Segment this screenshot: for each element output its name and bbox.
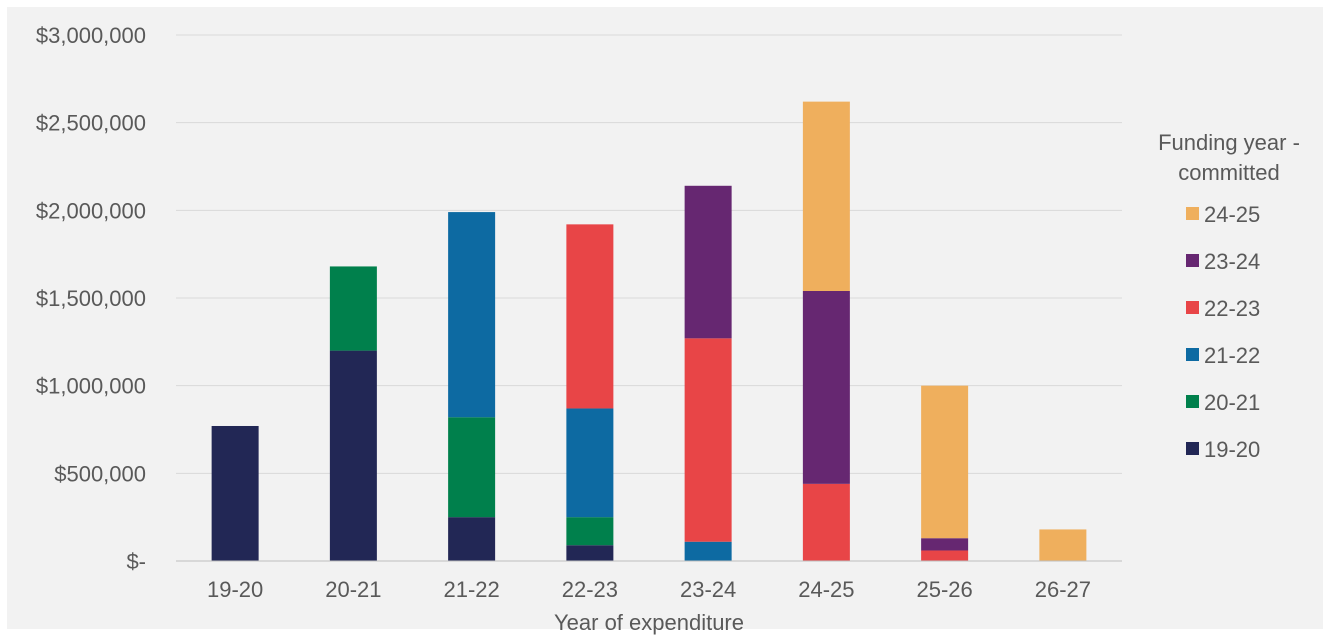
- bar-segment-21-22-in-22-23: [566, 408, 614, 518]
- legend-label-22-23: 22-23: [1204, 296, 1260, 321]
- bar-segment-19-20-in-19-20: [211, 425, 259, 561]
- chart-background: [7, 7, 1323, 629]
- legend-label-20-21: 20-21: [1204, 390, 1260, 415]
- bar-segment-22-23-in-23-24: [684, 338, 732, 542]
- y-tick-label: $3,000,000: [36, 23, 146, 48]
- bar-segment-22-23-in-24-25: [802, 483, 850, 561]
- legend-swatch-20-21: [1186, 395, 1199, 408]
- y-tick-label: $1,000,000: [36, 374, 146, 399]
- legend-swatch-19-20: [1186, 442, 1199, 455]
- x-tick-label: 21-22: [443, 577, 499, 602]
- bars: [211, 101, 1087, 561]
- x-tick-label: 24-25: [798, 577, 854, 602]
- legend-title-line-2: committed: [1178, 160, 1279, 185]
- bar-segment-22-23-in-25-26: [921, 550, 969, 561]
- legend-swatch-24-25: [1186, 207, 1199, 220]
- legend-swatch-22-23: [1186, 301, 1199, 314]
- bar-segment-24-25-in-25-26: [921, 385, 969, 539]
- bar-segment-23-24-in-25-26: [921, 538, 969, 551]
- x-tick-label: 22-23: [562, 577, 618, 602]
- bar-segment-24-25-in-26-27: [1039, 529, 1087, 561]
- bar-segment-21-22-in-23-24: [684, 541, 732, 561]
- bar-segment-23-24-in-24-25: [802, 290, 850, 484]
- legend-label-23-24: 23-24: [1204, 249, 1260, 274]
- legend: Funding year - committed 24-25 23-24 22-23…: [1158, 130, 1300, 462]
- bar-segment-23-24-in-23-24: [684, 185, 732, 339]
- legend-label-19-20: 19-20: [1204, 437, 1260, 462]
- x-tick-label: 19-20: [207, 577, 263, 602]
- x-axis-title: Year of expenditure: [554, 610, 744, 635]
- y-tick-label: $2,500,000: [36, 111, 146, 136]
- y-tick-label: $2,000,000: [36, 198, 146, 223]
- legend-swatch-21-22: [1186, 348, 1199, 361]
- legend-label-24-25: 24-25: [1204, 202, 1260, 227]
- bar-segment-24-25-in-24-25: [802, 101, 850, 291]
- y-axis-tick-labels: $- $500,000 $1,000,000 $1,500,000 $2,000,000…: [36, 23, 146, 574]
- bar-segment-20-21-in-21-22: [448, 417, 496, 518]
- legend-label-21-22: 21-22: [1204, 343, 1260, 368]
- bar-segment-19-20-in-21-22: [448, 517, 496, 561]
- bar-segment-22-23-in-22-23: [566, 224, 614, 409]
- y-tick-label: $1,500,000: [36, 286, 146, 311]
- bar-segment-19-20-in-20-21: [329, 350, 377, 561]
- x-tick-label: 26-27: [1035, 577, 1091, 602]
- x-tick-label: 20-21: [325, 577, 381, 602]
- bar-segment-20-21-in-22-23: [566, 517, 614, 546]
- x-tick-label: 25-26: [916, 577, 972, 602]
- y-tick-label: $-: [126, 549, 146, 574]
- legend-swatch-23-24: [1186, 254, 1199, 267]
- legend-title-line-1: Funding year -: [1158, 130, 1300, 155]
- bar-segment-20-21-in-20-21: [329, 266, 377, 351]
- bar-segment-19-20-in-22-23: [566, 545, 614, 561]
- y-tick-label: $500,000: [54, 461, 146, 486]
- x-tick-label: 23-24: [680, 577, 736, 602]
- x-axis-tick-labels: 19-20 20-21 21-22 22-23 23-24 24-25 25-26 26-27: [207, 577, 1091, 602]
- bar-segment-21-22-in-21-22: [448, 212, 496, 418]
